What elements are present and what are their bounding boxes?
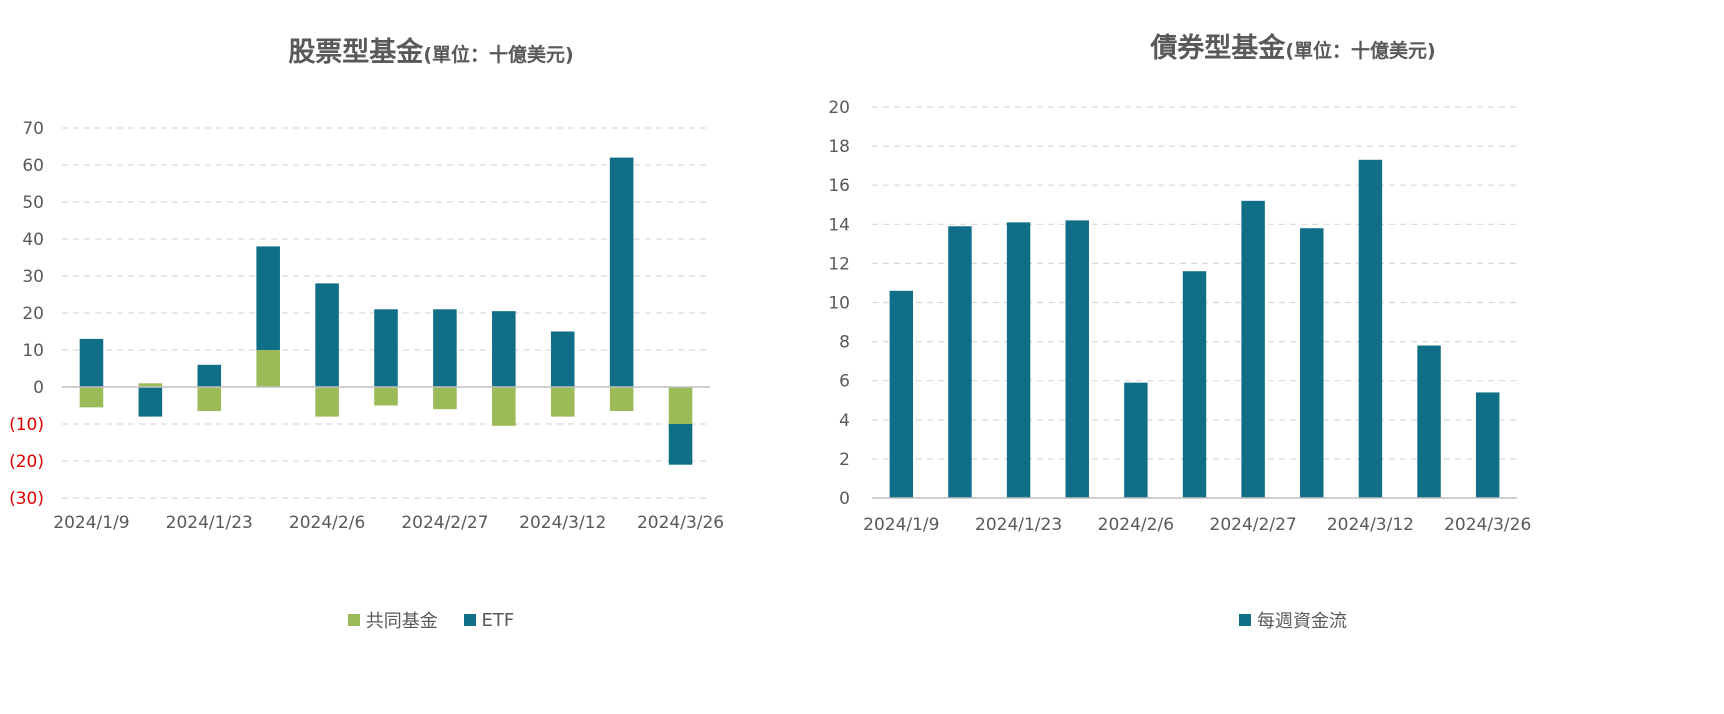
legend-swatch-mutual-fund xyxy=(347,614,360,626)
equity-y-tick-label: 0 xyxy=(33,378,44,398)
bond-y-tick-label: 0 xyxy=(839,489,850,509)
equity-chart-title-main: 股票型基金 xyxy=(288,37,424,68)
bond-chart-title-unit: (單位：十億美元) xyxy=(1285,40,1436,62)
bond-x-tick-label: 2024/2/6 xyxy=(1098,515,1174,535)
equity-bar-mutual-fund xyxy=(492,387,516,426)
equity-bar-etf xyxy=(492,311,516,387)
equity-y-tick-label: 70 xyxy=(22,119,44,139)
equity-fund-chart-panel: 股票型基金(單位：十億美元) 70 60 50 40 30 20 10 0 (10) (20) (3… xyxy=(0,30,862,633)
bond-bar-weekly-flow xyxy=(1241,200,1265,498)
bond-chart-legend: 每週資金流 xyxy=(862,607,1724,633)
bond-bar-weekly-flow xyxy=(1417,345,1441,498)
equity-bar-mutual-fund xyxy=(433,387,457,410)
bond-bar-weekly-flow xyxy=(1124,382,1148,498)
bond-y-tick-label: 18 xyxy=(828,137,850,157)
equity-bar-mutual-fund xyxy=(79,387,104,408)
bond-y-tick-label: 6 xyxy=(839,372,850,392)
equity-bar-etf xyxy=(315,283,339,387)
equity-bar-etf xyxy=(197,364,222,387)
bond-bar-weekly-flow xyxy=(948,226,972,498)
equity-x-tick-label: 2024/2/6 xyxy=(289,513,365,533)
legend-label-etf: ETF xyxy=(481,609,515,631)
equity-bar-mutual-fund xyxy=(550,387,575,417)
equity-y-tick-label: (30) xyxy=(9,489,44,509)
bond-x-tick-label: 2024/3/26 xyxy=(1444,515,1531,535)
bond-x-tick-label: 2024/2/27 xyxy=(1210,515,1297,535)
bond-y-tick-label: 14 xyxy=(828,215,850,235)
equity-bar-mutual-fund xyxy=(374,387,398,406)
equity-bar-mutual-fund xyxy=(197,387,222,412)
legend-swatch-etf xyxy=(463,614,476,626)
bond-y-tick-label: 20 xyxy=(828,98,850,118)
bond-bar-weekly-flow xyxy=(1065,220,1089,498)
equity-y-tick-label: 50 xyxy=(22,193,44,213)
bond-x-tick-label: 2024/3/12 xyxy=(1327,515,1414,535)
bond-x-tick-label: 2024/1/9 xyxy=(863,515,939,535)
bond-bar-weekly-flow xyxy=(1475,392,1500,498)
bond-x-tick-label: 2024/1/23 xyxy=(975,515,1062,535)
legend-swatch-weekly-flow xyxy=(1239,614,1251,626)
equity-bar-etf xyxy=(668,424,693,465)
legend-item-mutual-fund: 共同基金 xyxy=(347,607,438,633)
legend-item-weekly-flow: 每週資金流 xyxy=(1239,607,1347,633)
bond-y-tick-label: 16 xyxy=(828,176,850,196)
equity-y-tick-label: (10) xyxy=(9,415,44,435)
equity-x-tick-label: 2024/2/27 xyxy=(401,513,488,533)
bond-bar-weekly-flow xyxy=(1182,271,1207,498)
bond-y-tick-label: 12 xyxy=(828,254,850,274)
bond-bar-weekly-flow xyxy=(1358,159,1383,498)
equity-y-tick-label: 60 xyxy=(22,156,44,176)
equity-bar-etf xyxy=(374,309,398,387)
bond-fund-chart-panel: 債券型基金(單位：十億美元) 20 18 16 14 12 10 8 6 4 2 0 2024/1/9… xyxy=(828,0,1724,714)
equity-bar-mutual-fund xyxy=(668,387,693,424)
legend-label-weekly-flow: 每週資金流 xyxy=(1257,611,1347,632)
bond-bar-weekly-flow xyxy=(1300,228,1324,498)
equity-x-tick-label: 2024/3/26 xyxy=(637,513,724,533)
equity-bar-etf xyxy=(433,309,457,387)
bond-y-tick-label: 10 xyxy=(828,294,850,314)
equity-x-tick-label: 2024/1/23 xyxy=(166,513,253,533)
bond-y-tick-label: 4 xyxy=(839,411,850,431)
equity-y-tick-label: (20) xyxy=(9,452,44,472)
equity-bar-mutual-fund xyxy=(256,350,280,387)
equity-chart-plot: 70 60 50 40 30 20 10 0 (10) (20) (30) 2024/1/9 2024/… xyxy=(9,119,724,533)
bond-chart-title: 債券型基金(單位：十億美元) xyxy=(862,26,1724,65)
equity-x-tick-label: 2024/1/9 xyxy=(53,513,129,533)
equity-y-tick-label: 10 xyxy=(22,341,44,361)
bond-y-tick-label: 8 xyxy=(839,333,850,353)
bond-chart-title-main: 債券型基金 xyxy=(1150,33,1286,64)
equity-chart-legend: 共同基金 ETF xyxy=(0,607,862,633)
equity-bar-mutual-fund xyxy=(138,383,163,387)
legend-item-etf: ETF xyxy=(463,609,515,631)
equity-bar-etf xyxy=(256,246,280,350)
equity-y-tick-label: 30 xyxy=(22,267,44,287)
bond-y-tick-label: 2 xyxy=(839,450,850,470)
equity-bar-etf xyxy=(609,157,634,387)
bond-bar-weekly-flow xyxy=(1006,222,1031,498)
equity-bar-mutual-fund xyxy=(315,387,339,417)
equity-bar-mutual-fund xyxy=(609,387,634,412)
equity-y-tick-label: 20 xyxy=(22,304,44,324)
equity-x-tick-label: 2024/3/12 xyxy=(519,513,606,533)
equity-chart-title: 股票型基金(單位：十億美元) xyxy=(0,30,862,69)
legend-label-mutual-fund: 共同基金 xyxy=(365,611,438,632)
equity-chart-title-unit: (單位：十億美元) xyxy=(423,44,574,66)
equity-bar-etf xyxy=(138,387,163,417)
equity-bar-etf xyxy=(550,331,575,387)
equity-bar-etf xyxy=(79,338,104,387)
equity-y-tick-label: 40 xyxy=(22,230,44,250)
bond-bar-weekly-flow xyxy=(889,290,914,498)
